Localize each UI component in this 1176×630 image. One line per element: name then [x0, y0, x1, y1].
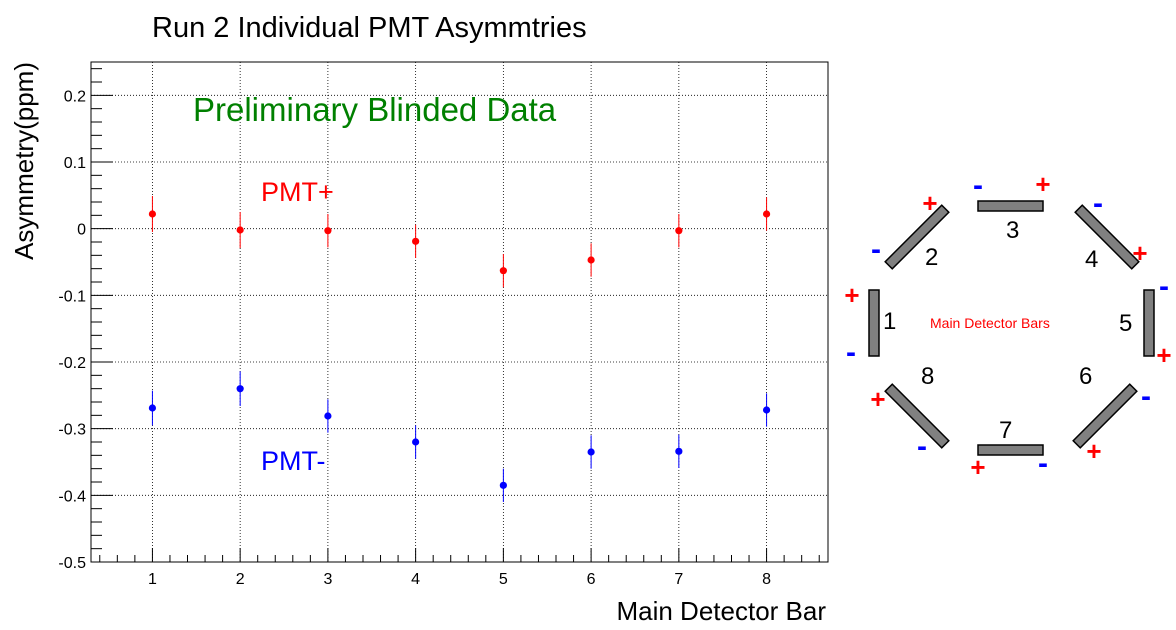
data-point-pmt-minus: [148, 404, 157, 412]
x-tick-label: 2: [236, 571, 245, 588]
bar-4-minus: -: [1093, 187, 1103, 220]
plot-frame: [90, 61, 829, 563]
detector-bar-6: [1072, 383, 1138, 449]
bar-2-minus: -: [871, 233, 881, 266]
preliminary-annotation: Preliminary Blinded Data: [193, 91, 557, 128]
y-tick-label: -0.5: [58, 555, 86, 572]
y-tick-label: 0.1: [64, 155, 86, 172]
data-points: [148, 196, 771, 502]
data-point-pmt-plus: [324, 227, 332, 235]
detector-bar-5: [1143, 289, 1155, 357]
data-point-pmt-plus: [762, 210, 771, 218]
detector-num-8: 8: [921, 363, 934, 390]
bar-5-plus: +: [1156, 340, 1171, 370]
y-tick-label: 0: [77, 222, 86, 239]
detector-caption: Main Detector Bars: [930, 315, 1050, 331]
bar-7-minus: -: [1038, 447, 1048, 480]
data-point-pmt-minus: [236, 385, 244, 393]
data-point-pmt-plus: [675, 227, 683, 235]
y-tick-label: -0.4: [58, 488, 86, 505]
y-tick-label: 0.2: [64, 88, 86, 105]
data-point-pmt-plus: [148, 210, 157, 218]
x-axis-title: Main Detector Bar: [616, 596, 826, 626]
data-point-pmt-minus: [675, 447, 683, 455]
bar-7-plus: +: [970, 452, 985, 482]
detector-bar-8: [884, 383, 950, 449]
series-label-pmt-plus: PMT+: [261, 177, 334, 207]
data-point-pmt-plus: [587, 256, 595, 264]
detector-num-2: 2: [925, 244, 938, 271]
detector-bar-3: [977, 200, 1044, 212]
detector-num-4: 4: [1085, 246, 1098, 273]
data-point-pmt-plus: [412, 237, 420, 245]
detector-bar-1: [868, 289, 880, 357]
detector-bar-4: [1074, 204, 1140, 270]
bar-6-plus: +: [1086, 436, 1101, 466]
detector-num-3: 3: [1006, 217, 1019, 244]
data-point-pmt-minus: [324, 412, 332, 420]
bar-5-minus: -: [1159, 270, 1169, 303]
bar-1-plus: +: [844, 280, 859, 310]
bar-3-plus: +: [1035, 169, 1050, 199]
data-point-pmt-minus: [499, 481, 507, 489]
x-tick-label: 3: [323, 571, 332, 588]
data-point-pmt-plus: [499, 267, 507, 275]
x-tick-label: 4: [411, 571, 420, 588]
data-point-pmt-plus: [236, 226, 244, 234]
y-tick-labels: 0.2 0.1 0 -0.1 -0.2 -0.3 -0.4 -0.5: [58, 88, 86, 572]
bar-8-minus: -: [917, 430, 927, 463]
x-tick-label: 5: [499, 571, 508, 588]
detector-num-6: 6: [1079, 363, 1092, 390]
detector-num-5: 5: [1119, 310, 1132, 337]
y-axis-ticks: [91, 68, 113, 563]
data-point-pmt-minus: [412, 438, 420, 446]
x-tick-label: 7: [674, 571, 683, 588]
x-tick-label: 8: [762, 571, 771, 588]
detector-bar-2: [884, 204, 950, 270]
detector-num-1: 1: [883, 308, 896, 335]
grid: [91, 62, 828, 562]
bar-8-plus: +: [870, 384, 885, 414]
bar-3-minus: -: [973, 169, 983, 202]
bar-2-plus: +: [922, 188, 937, 218]
x-tick-label: 6: [587, 571, 596, 588]
series-label-pmt-minus: PMT-: [261, 446, 326, 476]
chart-title: Run 2 Individual PMT Asymmtries: [152, 12, 587, 44]
y-axis-title: Asymmetry(ppm): [9, 62, 39, 260]
bar-1-minus: -: [846, 336, 856, 369]
x-axis-ticks: [99, 548, 820, 562]
detector-num-7: 7: [999, 417, 1012, 444]
y-tick-label: -0.1: [58, 288, 86, 305]
detector-diagram: 3 2 4 1 5 8 6 7 Main Detector Bars + + +…: [844, 169, 1171, 482]
bar-6-minus: -: [1141, 380, 1151, 413]
data-point-pmt-minus: [762, 406, 771, 414]
y-tick-label: -0.3: [58, 422, 86, 439]
data-point-pmt-minus: [587, 448, 595, 456]
detector-bar-7: [977, 444, 1044, 456]
bar-4-plus: +: [1132, 238, 1147, 268]
x-tick-labels: 1 2 3 4 5 6 7 8: [148, 571, 771, 588]
x-tick-label: 1: [148, 571, 157, 588]
y-tick-label: -0.2: [58, 355, 86, 372]
